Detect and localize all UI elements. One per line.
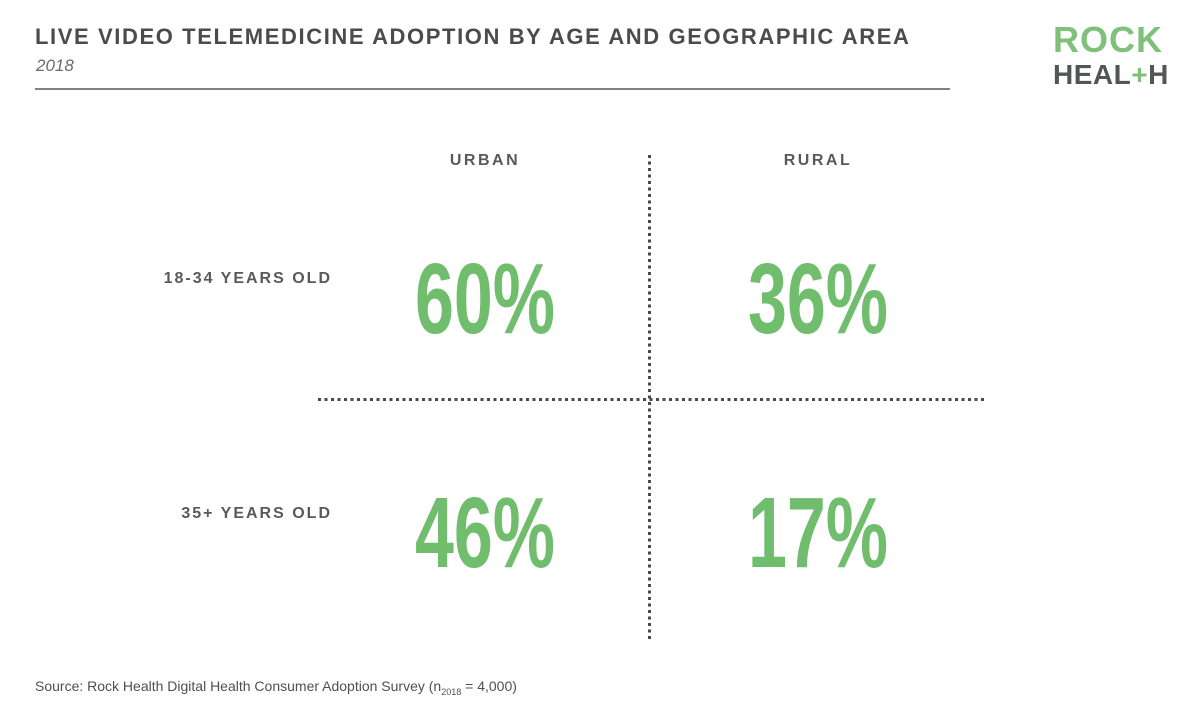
vertical-dotted-divider xyxy=(648,155,651,640)
page-title: LIVE VIDEO TELEMEDICINE ADOPTION BY AGE … xyxy=(35,24,911,49)
value-rural-35plus: 17% xyxy=(747,477,889,589)
source-note: Source: Rock Health Digital Health Consu… xyxy=(35,678,517,697)
column-header-rural: RURAL xyxy=(783,152,853,169)
row-label-35plus: 35+ YEARS OLD xyxy=(181,505,332,522)
horizontal-dotted-divider xyxy=(318,398,985,401)
logo-plus-icon: + xyxy=(1131,59,1149,90)
year-subtitle: 2018 xyxy=(36,56,74,75)
rock-health-logo: ROCK HEAL+H xyxy=(1053,22,1169,89)
value-urban-35plus: 46% xyxy=(414,477,556,589)
source-suffix: = 4,000) xyxy=(461,678,517,694)
source-subscript: 2018 xyxy=(441,686,462,697)
logo-health-text: HEAL+H xyxy=(1053,61,1169,89)
logo-rock-text: ROCK xyxy=(1053,19,1163,60)
logo-heal-text: HEAL xyxy=(1053,59,1132,90)
logo-h-text: H xyxy=(1148,59,1169,90)
source-prefix: Source: Rock Health Digital Health Consu… xyxy=(35,678,442,694)
value-rural-18-34: 36% xyxy=(747,243,889,355)
value-urban-18-34: 60% xyxy=(414,243,556,355)
row-label-18-34: 18-34 YEARS OLD xyxy=(163,270,332,287)
column-header-urban: URBAN xyxy=(449,152,521,169)
title-divider xyxy=(35,88,950,90)
